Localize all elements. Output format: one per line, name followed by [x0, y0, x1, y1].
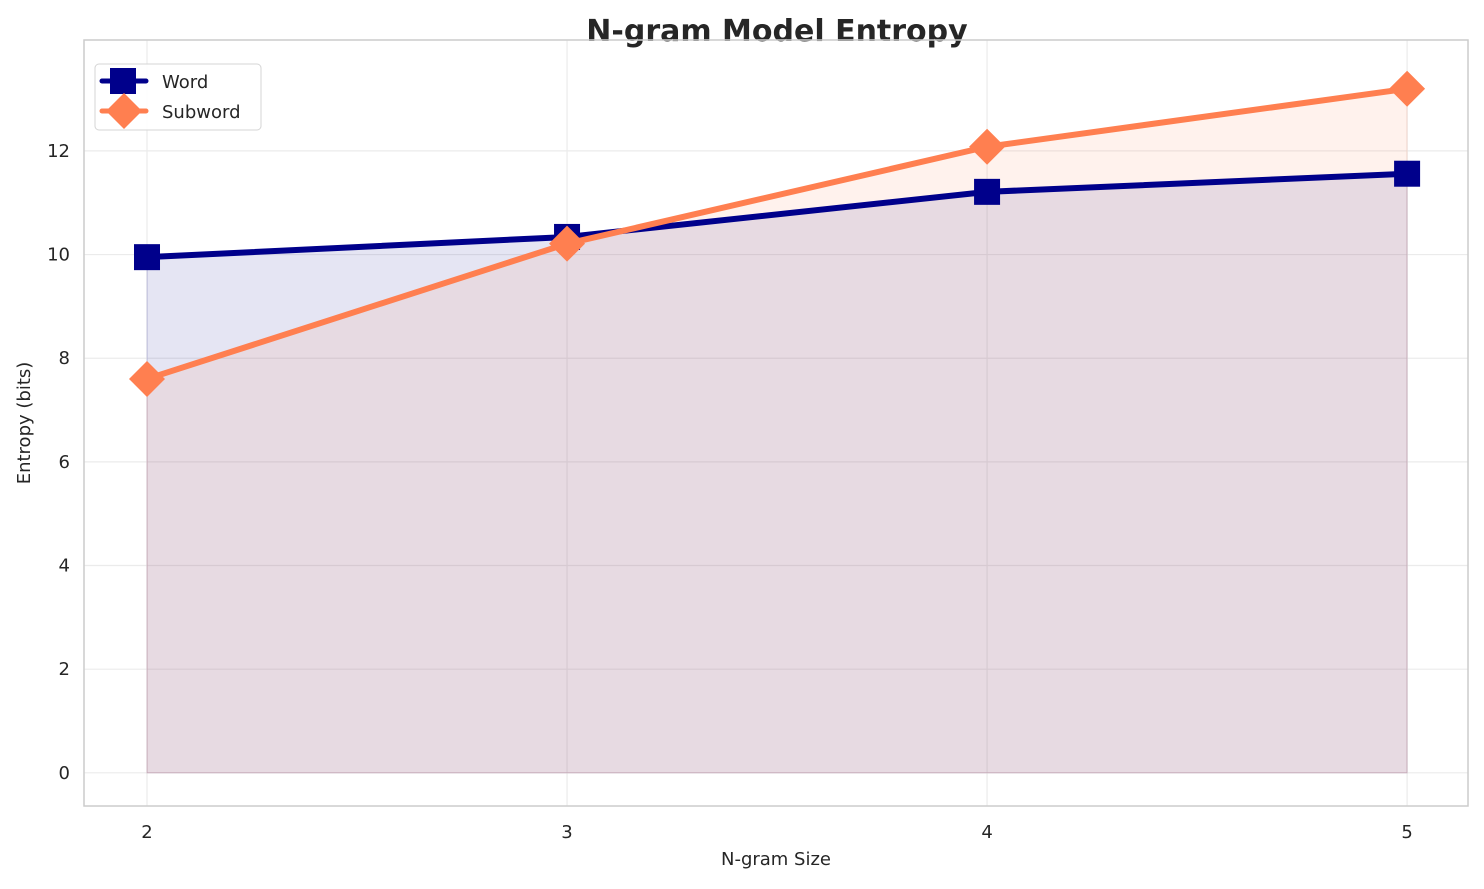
data-point-subword: [129, 360, 166, 397]
chart-title: N-gram Model Entropy: [586, 14, 968, 49]
y-tick-label: 10: [47, 245, 70, 266]
legend-diamond-marker-icon: [106, 93, 142, 129]
y-tick-label: 6: [59, 452, 70, 473]
legend-square-marker-icon: [110, 68, 136, 94]
y-tick-label: 4: [59, 556, 70, 577]
grid: [84, 40, 1468, 806]
data-point-subword: [969, 128, 1006, 165]
x-ticks: 2 3 4 5: [141, 822, 1413, 843]
legend-label-subword: Subword: [162, 102, 241, 123]
data-point-word: [1394, 160, 1421, 187]
area-fill-subword: [146, 88, 1408, 774]
y-axis-label: Entropy (bits): [14, 362, 35, 485]
x-tick-label: 5: [1401, 822, 1412, 843]
series-line-subword: [146, 85, 1408, 382]
area-fills: [146, 88, 1408, 774]
data-point-word: [134, 244, 161, 271]
series-line-word: [146, 170, 1408, 261]
y-ticks: 0 2 4 6 8 10 12: [47, 141, 70, 784]
y-tick-label: 12: [47, 141, 70, 162]
legend-label-word: Word: [162, 72, 208, 93]
data-point-word: [974, 178, 1001, 205]
x-tick-label: 3: [561, 822, 572, 843]
legend: Word Subword: [94, 63, 262, 131]
data-point-subword: [1389, 70, 1426, 107]
y-tick-label: 2: [59, 659, 70, 680]
x-axis-label: N-gram Size: [721, 849, 831, 870]
y-tick-label: 0: [59, 763, 70, 784]
plot-frame: [83, 39, 1469, 807]
x-tick-label: 2: [141, 822, 152, 843]
x-tick-label: 4: [981, 822, 992, 843]
y-tick-label: 8: [59, 348, 70, 369]
series-lines: [129, 70, 1426, 397]
data-point-subword: [549, 225, 586, 262]
